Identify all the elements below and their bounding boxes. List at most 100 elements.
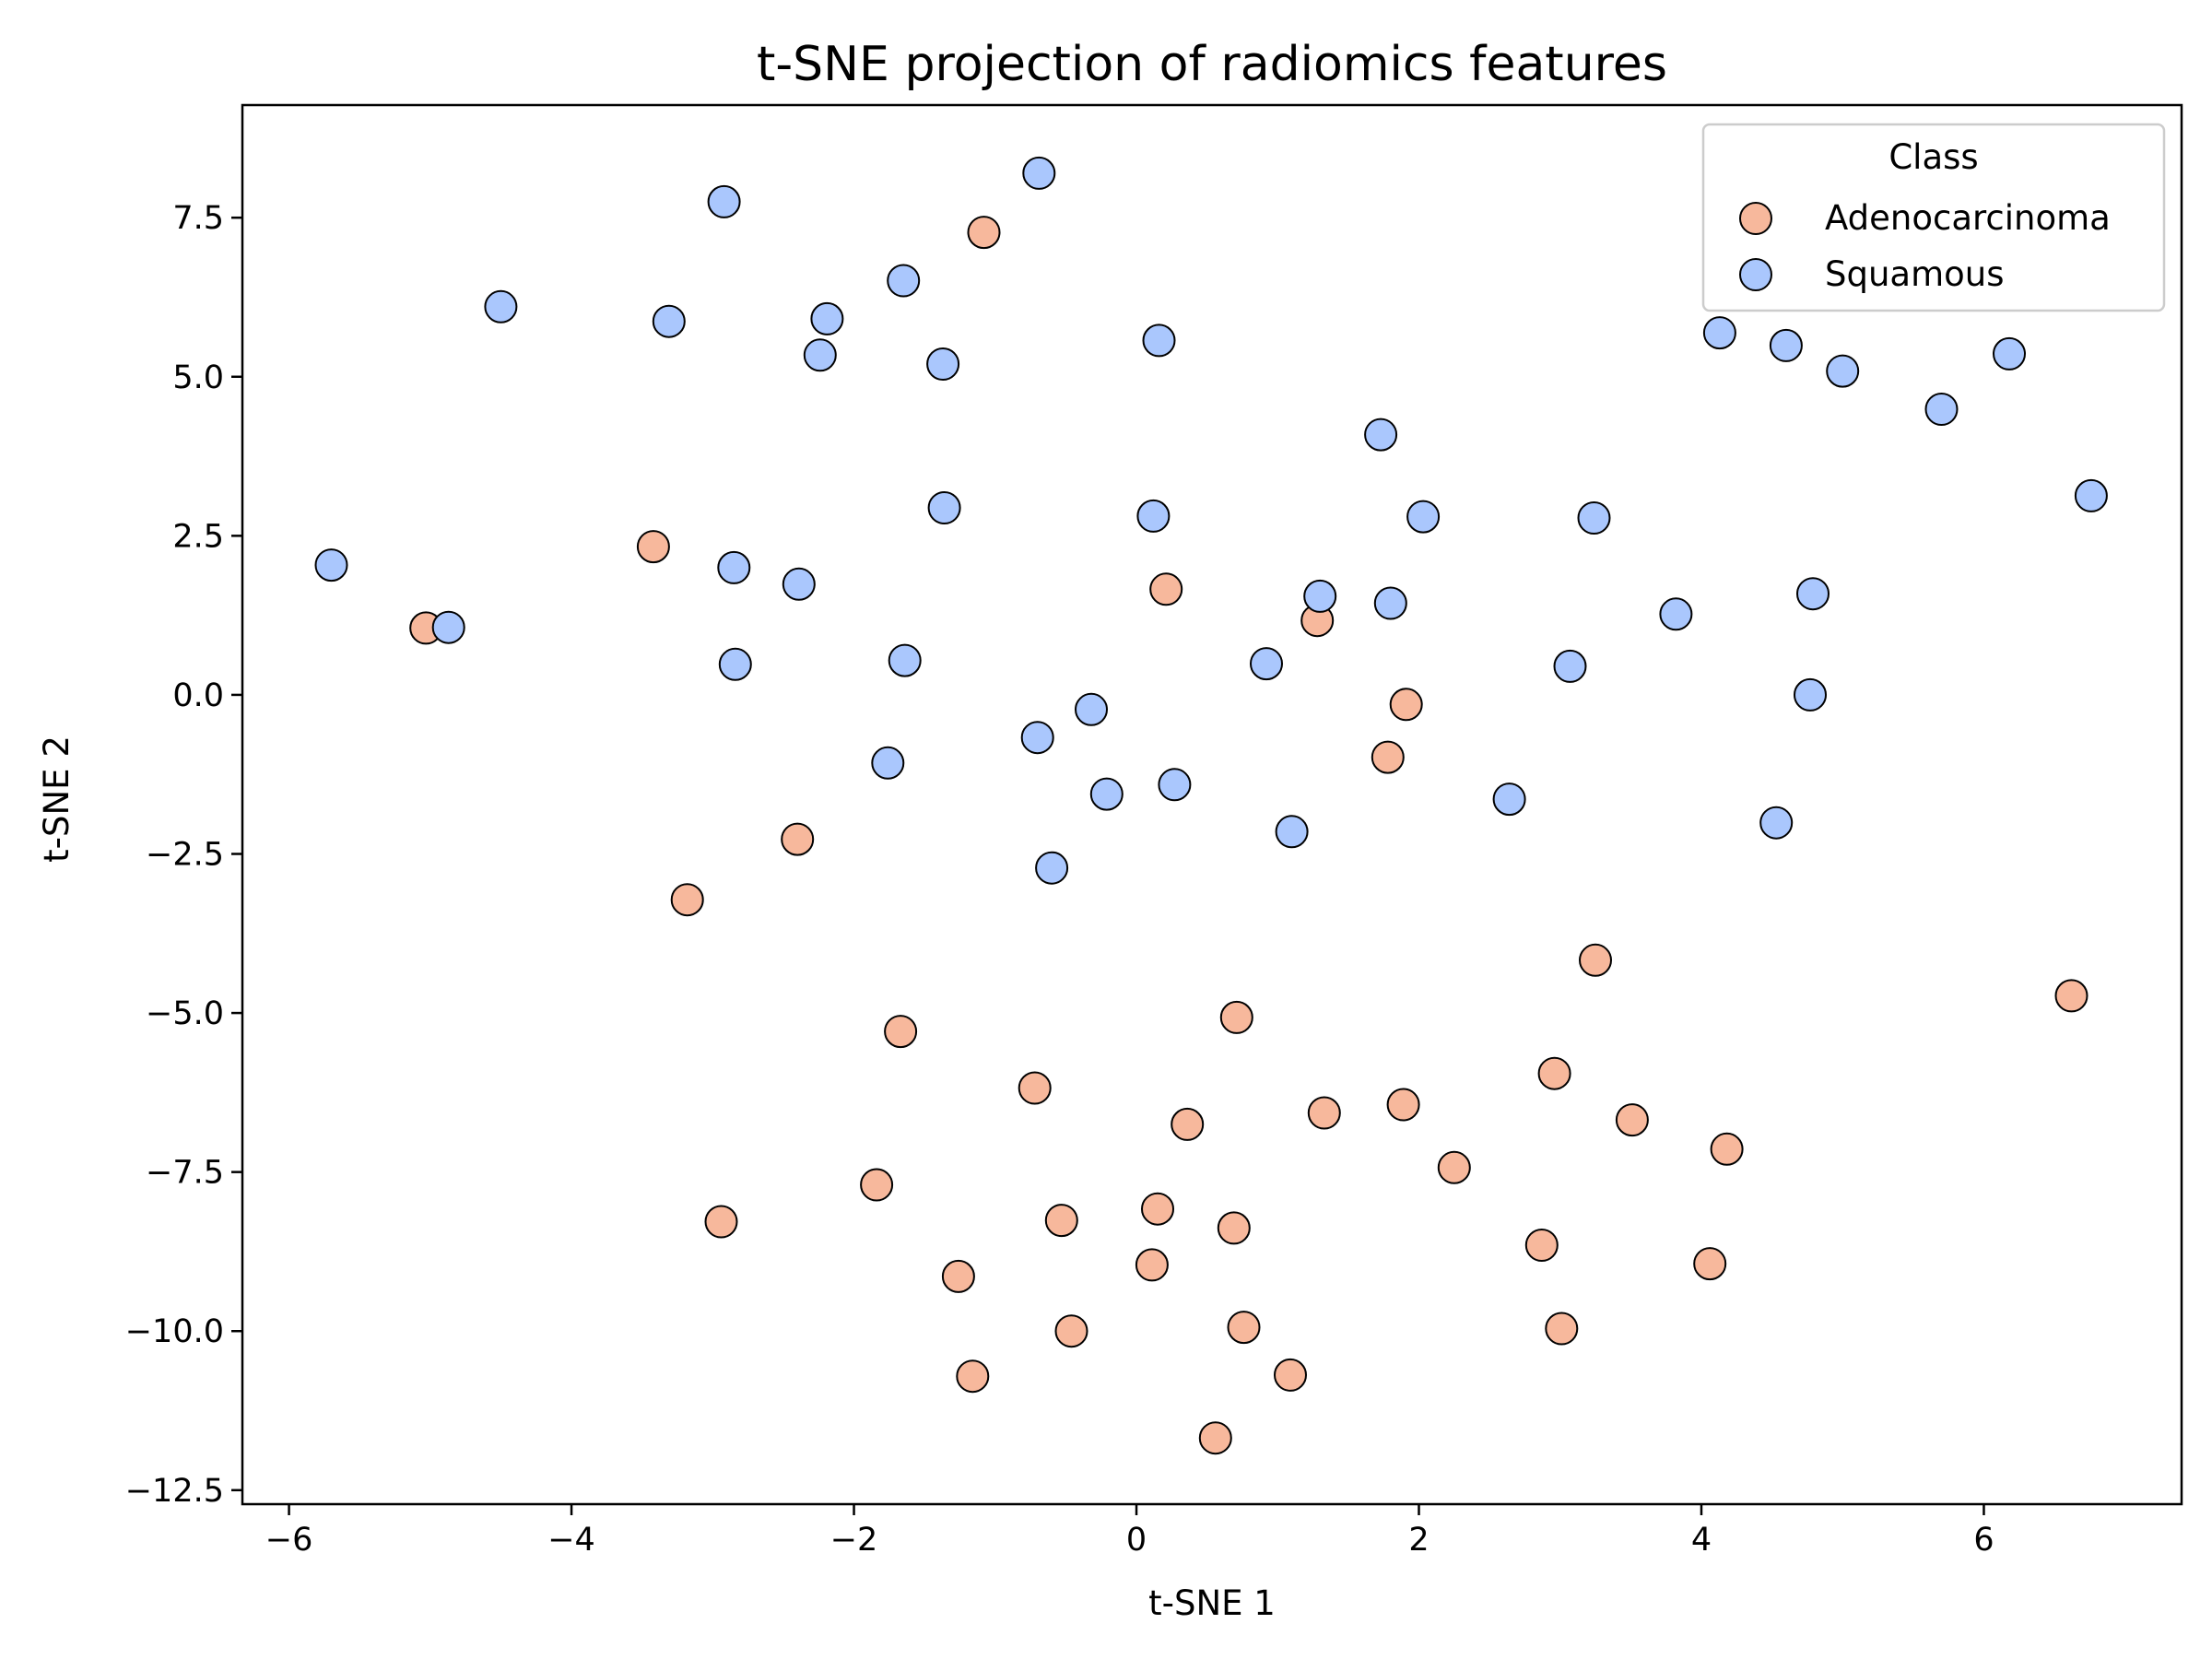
point-squamous-20 bbox=[314, 548, 348, 582]
point-squamous-6 bbox=[803, 338, 837, 372]
point-squamous-13 bbox=[1924, 393, 1959, 426]
data-points bbox=[314, 156, 2108, 1455]
plot-frame bbox=[241, 103, 2183, 1506]
x-tick-label-5: 4 bbox=[1691, 1522, 1712, 1559]
point-squamous-26 bbox=[1796, 577, 1830, 611]
plot-background bbox=[242, 105, 2182, 1504]
point-adenocarcinoma-8 bbox=[670, 883, 704, 917]
point-adenocarcinoma-15 bbox=[1386, 1088, 1420, 1122]
point-adenocarcinoma-14 bbox=[1537, 1056, 1571, 1090]
point-squamous-19 bbox=[1577, 501, 1611, 535]
point-adenocarcinoma-0 bbox=[967, 216, 1001, 250]
point-squamous-9 bbox=[1702, 316, 1736, 350]
point-squamous-37 bbox=[1089, 777, 1124, 811]
point-adenocarcinoma-7 bbox=[781, 822, 815, 856]
axes: −6 −4 −2 0 2 4 6 −12.5 −10.0 −7.5 −5.0 −2.5 0.0 2.5 5.… bbox=[125, 103, 2183, 1559]
point-adenocarcinoma-9 bbox=[1579, 943, 1612, 977]
point-squamous-33 bbox=[1075, 692, 1108, 726]
legend-marker-squamous bbox=[1739, 258, 1772, 291]
y-tick-label-0: −12.5 bbox=[125, 1473, 224, 1510]
y-tick-label-2: −7.5 bbox=[146, 1155, 224, 1192]
point-adenocarcinoma-26 bbox=[1524, 1229, 1559, 1262]
point-adenocarcinoma-24 bbox=[1141, 1192, 1174, 1226]
y-tick-label-5: 0.0 bbox=[172, 677, 224, 714]
point-squamous-21 bbox=[717, 550, 751, 584]
point-squamous-4 bbox=[887, 264, 921, 298]
point-squamous-29 bbox=[888, 643, 922, 677]
x-tick-label-0: −6 bbox=[265, 1522, 313, 1559]
point-adenocarcinoma-33 bbox=[956, 1359, 990, 1394]
y-tick-label-3: −5.0 bbox=[146, 995, 224, 1032]
point-adenocarcinoma-30 bbox=[1054, 1314, 1088, 1348]
y-tick-label-6: 2.5 bbox=[172, 518, 224, 555]
point-adenocarcinoma-6 bbox=[1371, 740, 1405, 774]
point-squamous-25 bbox=[1659, 597, 1693, 631]
point-squamous-17 bbox=[1136, 499, 1171, 533]
point-adenocarcinoma-21 bbox=[860, 1168, 894, 1202]
point-adenocarcinoma-11 bbox=[884, 1015, 918, 1049]
point-squamous-40 bbox=[1759, 806, 1794, 840]
point-squamous-16 bbox=[927, 491, 961, 524]
x-tick-label-6: 6 bbox=[1973, 1522, 1994, 1559]
point-adenocarcinoma-23 bbox=[1044, 1204, 1078, 1238]
point-adenocarcinoma-1 bbox=[636, 530, 670, 564]
point-adenocarcinoma-34 bbox=[1274, 1358, 1307, 1392]
point-adenocarcinoma-5 bbox=[1389, 688, 1423, 722]
x-tick-label-1: −4 bbox=[547, 1522, 595, 1559]
point-adenocarcinoma-22 bbox=[704, 1205, 738, 1239]
point-adenocarcinoma-10 bbox=[2054, 979, 2088, 1013]
point-adenocarcinoma-28 bbox=[941, 1259, 975, 1293]
point-adenocarcinoma-20 bbox=[1437, 1150, 1471, 1184]
point-squamous-41 bbox=[1035, 851, 1069, 885]
x-tick-label-4: 2 bbox=[1408, 1522, 1429, 1559]
point-squamous-14 bbox=[1364, 418, 1398, 452]
y-tick-label-7: 5.0 bbox=[172, 359, 224, 396]
point-squamous-2 bbox=[484, 289, 518, 324]
point-adenocarcinoma-12 bbox=[1219, 1000, 1253, 1034]
point-adenocarcinoma-35 bbox=[1198, 1421, 1232, 1455]
point-squamous-0 bbox=[1022, 156, 1056, 190]
point-squamous-36 bbox=[1158, 768, 1192, 802]
legend-label-squamous: Squamous bbox=[1825, 254, 2005, 294]
legend-frame bbox=[1701, 123, 2166, 312]
x-axis-label: t-SNE 1 bbox=[1148, 1583, 1276, 1623]
y-tick-label-8: 7.5 bbox=[172, 200, 224, 237]
point-squamous-1 bbox=[707, 184, 741, 218]
x-tick-label-3: 0 bbox=[1126, 1522, 1147, 1559]
point-squamous-8 bbox=[1142, 324, 1176, 358]
legend-label-adenocarcinoma: Adenocarcinoma bbox=[1825, 198, 2111, 238]
point-squamous-12 bbox=[1993, 336, 2026, 371]
point-squamous-22 bbox=[782, 567, 816, 601]
point-squamous-18 bbox=[1406, 500, 1441, 534]
point-adenocarcinoma-31 bbox=[1227, 1311, 1261, 1345]
point-adenocarcinoma-18 bbox=[1615, 1103, 1649, 1137]
legend: Class Adenocarcinoma Squamous bbox=[1701, 123, 2166, 312]
y-tick-label-4: −2.5 bbox=[146, 836, 224, 873]
plot-area bbox=[242, 105, 2182, 1504]
point-adenocarcinoma-16 bbox=[1307, 1096, 1341, 1130]
point-adenocarcinoma-27 bbox=[1693, 1247, 1727, 1281]
point-squamous-5 bbox=[810, 301, 844, 335]
point-squamous-35 bbox=[871, 746, 905, 780]
point-squamous-38 bbox=[1275, 815, 1309, 849]
x-tick-label-2: −2 bbox=[830, 1522, 878, 1559]
point-squamous-3 bbox=[652, 304, 686, 338]
point-adenocarcinoma-25 bbox=[1217, 1211, 1251, 1245]
point-squamous-7 bbox=[926, 347, 960, 381]
point-adenocarcinoma-32 bbox=[1545, 1312, 1579, 1346]
point-adenocarcinoma-19 bbox=[1710, 1132, 1744, 1166]
point-squamous-34 bbox=[1020, 721, 1054, 755]
point-squamous-31 bbox=[1553, 649, 1587, 683]
point-adenocarcinoma-3 bbox=[1149, 572, 1183, 606]
legend-title: Class bbox=[1888, 137, 1978, 177]
y-axis-label: t-SNE 2 bbox=[37, 735, 76, 863]
point-squamous-11 bbox=[1826, 354, 1860, 388]
point-adenocarcinoma-17 bbox=[1171, 1107, 1205, 1141]
legend-marker-adenocarcinoma bbox=[1739, 202, 1772, 235]
point-squamous-28 bbox=[718, 647, 752, 681]
point-squamous-15 bbox=[2074, 478, 2108, 512]
point-adenocarcinoma-29 bbox=[1135, 1248, 1169, 1282]
point-squamous-39 bbox=[1492, 782, 1526, 817]
point-squamous-32 bbox=[1794, 677, 1827, 712]
